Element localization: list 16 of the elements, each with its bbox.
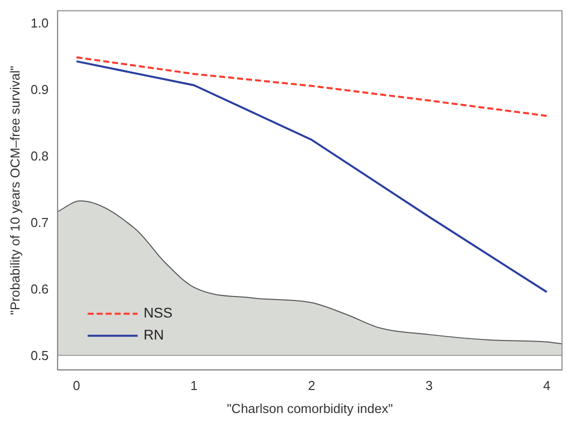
x-tick-label: 1 [190, 378, 198, 394]
x-tick-label: 2 [308, 378, 316, 394]
y-tick-label: 0.8 [30, 148, 49, 164]
y-tick-label: 0.5 [30, 348, 49, 364]
x-tick-label: 3 [426, 378, 433, 394]
line-series [75, 56, 548, 117]
x-axis-title: "Charlson comorbidity index" [226, 400, 394, 416]
y-tick-label: 0.6 [30, 282, 49, 297]
y-tick-label: 0.9 [30, 82, 49, 98]
x-tick-label: 0 [72, 378, 80, 394]
y-axis-title: "Probability of 10 years OCM–free survival" [7, 65, 22, 315]
y-tick-label: 1.0 [30, 16, 49, 31]
legend-label: NSS [144, 304, 172, 321]
legend-label: RN [144, 326, 164, 343]
x-tick-label: 4 [543, 378, 550, 394]
y-tick-label: 0.7 [30, 215, 49, 230]
